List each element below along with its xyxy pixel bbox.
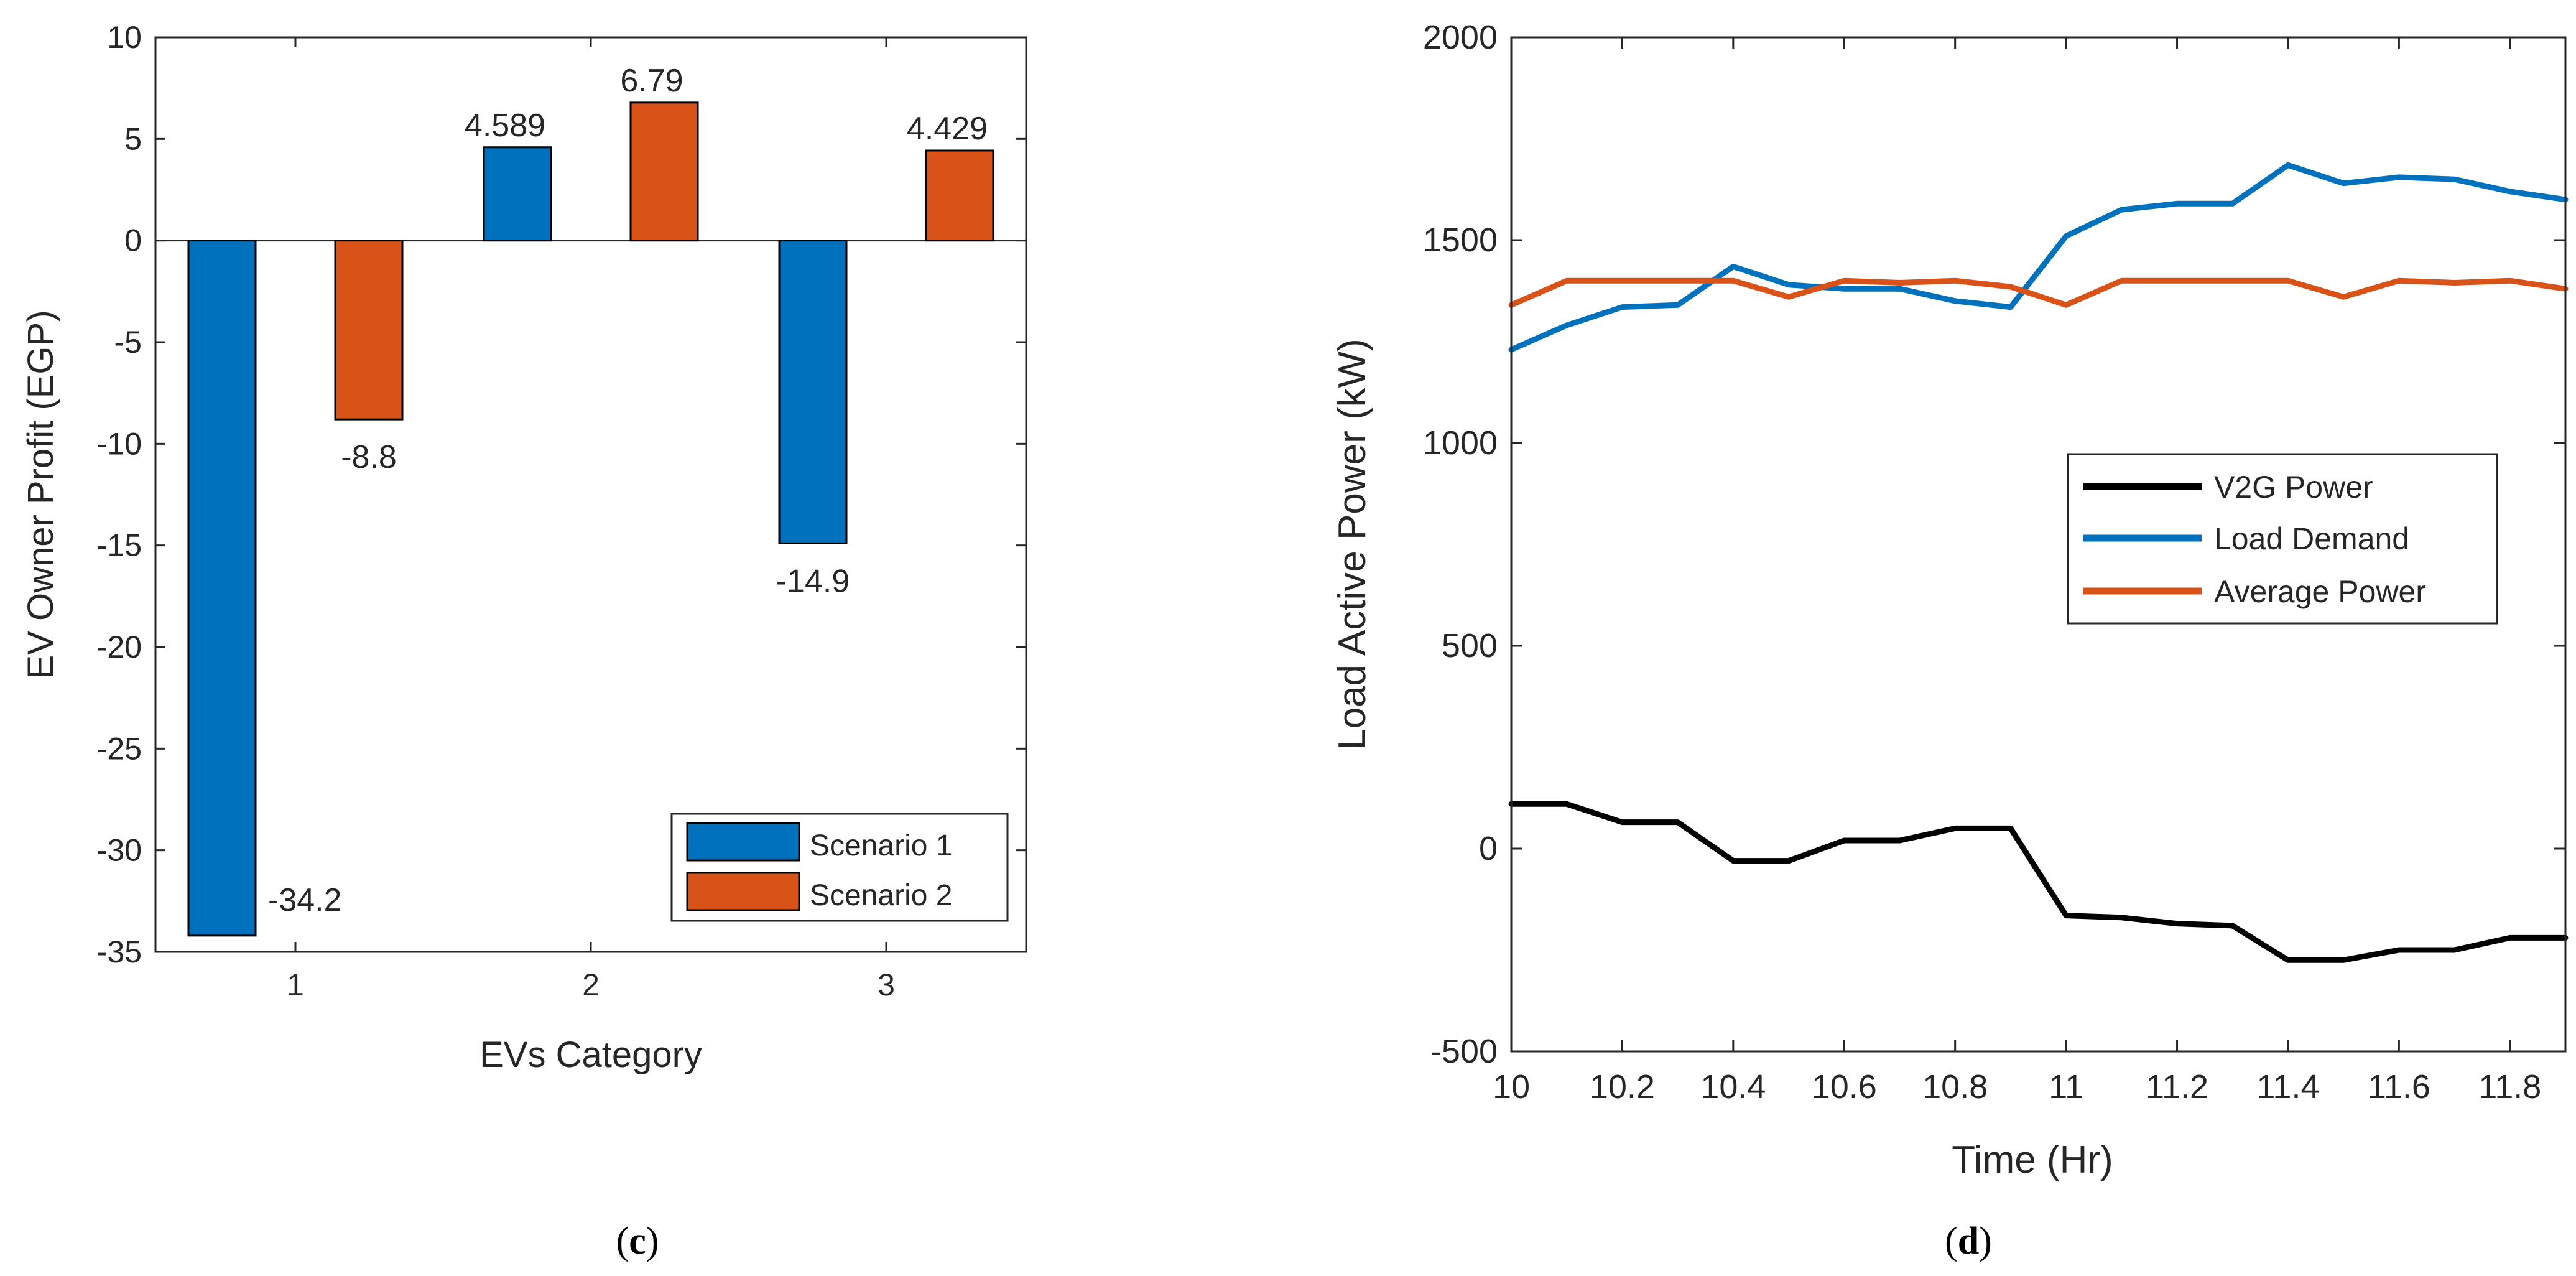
x-tick-label: 11.6	[2368, 1068, 2430, 1106]
bar-chart-x-ticks: 1 2 3	[287, 37, 895, 1002]
bar-chart-y-axis-label: EV Owner Profit (EGP)	[21, 310, 61, 679]
y-tick-label: -5	[114, 325, 142, 360]
data-label-scenario-2-category-3: 4.429	[907, 111, 988, 147]
y-tick-label: -35	[97, 934, 142, 969]
line-chart-series	[1508, 162, 2569, 963]
y-tick-label: 1000	[1423, 424, 1498, 462]
series-line-load-demand	[1508, 162, 2569, 353]
y-tick-label: -20	[97, 630, 142, 664]
series-line-v2g-power	[1508, 801, 2569, 963]
data-label-scenario-1-category-2: 4.589	[465, 108, 545, 144]
y-tick-label: -500	[1430, 1033, 1498, 1070]
x-tick-label: 11.2	[2146, 1068, 2208, 1106]
line-chart-axes-box	[1510, 36, 2567, 1053]
line-chart-y-ticks: 2000 1500 1000 500 0 -500	[1423, 19, 2565, 1070]
x-tick-label: 10	[1493, 1068, 1530, 1106]
legend-label-average-power: Average Power	[2214, 574, 2426, 609]
x-tick-label: 11.4	[2256, 1068, 2319, 1106]
legend-swatch-scenario-2	[686, 872, 800, 911]
data-label-scenario-1-category-3: -14.9	[776, 563, 850, 599]
x-tick-label: 11.8	[2478, 1068, 2541, 1106]
bar-chart-bars	[187, 101, 994, 937]
bar-chart-panel: -34.2 4.589 -14.9 -8.8 6.79 4.429 10 5 0 -5 -10 -1…	[21, 20, 1027, 1262]
bar-scenario-1-category-1	[187, 240, 257, 937]
x-tick-label: 1	[287, 967, 304, 1002]
line-chart-x-axis-label: Time (Hr)	[1952, 1139, 2113, 1181]
panel-letter-d: d	[1958, 1220, 1979, 1262]
y-tick-label: -10	[97, 426, 142, 461]
x-tick-label: 10.4	[1700, 1068, 1766, 1106]
line-chart-y-axis-label: Load Active Power (kW)	[1331, 338, 1374, 750]
bar-scenario-2-category-1	[334, 240, 404, 421]
legend-label-scenario-1: Scenario 1	[810, 829, 952, 862]
y-tick-label: 5	[124, 121, 142, 156]
y-tick-label: 500	[1442, 627, 1498, 664]
bar-chart-data-labels: -34.2 4.589 -14.9 -8.8 6.79 4.429	[268, 63, 988, 918]
y-tick-label: 0	[124, 223, 142, 258]
bar-scenario-2-category-3	[925, 149, 994, 242]
bar-chart-plot-area	[155, 37, 1026, 952]
panel-letter-c: c	[629, 1220, 646, 1262]
y-tick-label: -15	[97, 528, 142, 563]
y-tick-label: 0	[1479, 830, 1498, 867]
legend-label-scenario-2: Scenario 2	[810, 879, 952, 912]
y-tick-label: 2000	[1423, 19, 1498, 56]
panel-label-c: (c)	[616, 1220, 659, 1262]
y-tick-label: -30	[97, 833, 142, 868]
bar-scenario-2-category-2	[629, 101, 699, 242]
x-tick-label: 10.6	[1812, 1068, 1877, 1106]
data-label-scenario-2-category-2: 6.79	[620, 63, 683, 99]
data-label-scenario-2-category-1: -8.8	[341, 439, 397, 475]
bar-chart-legend: Scenario 1 Scenario 2	[670, 813, 1009, 922]
data-label-scenario-1-category-1: -34.2	[268, 882, 342, 918]
line-chart-x-ticks: 10 10.2 10.4 10.6 10.8 11 11.2 11.4 11.6 11.8	[1493, 37, 2541, 1106]
x-tick-label: 3	[878, 967, 895, 1002]
line-chart-legend: V2G Power Load Demand Average Power	[2067, 453, 2498, 625]
x-tick-label: 11	[2049, 1068, 2083, 1106]
x-tick-label: 2	[582, 967, 600, 1002]
bar-chart-x-axis-label: EVs Category	[480, 1035, 702, 1075]
x-tick-label: 10.2	[1590, 1068, 1655, 1106]
legend-swatch-scenario-1	[686, 822, 800, 862]
legend-label-load-demand: Load Demand	[2214, 521, 2409, 556]
bar-scenario-1-category-2	[483, 146, 552, 242]
series-line-average-power	[1508, 277, 2569, 308]
y-tick-label: 1500	[1423, 221, 1498, 259]
y-tick-label: -25	[97, 731, 142, 766]
y-tick-label: 10	[107, 20, 142, 55]
legend-label-v2g-power: V2G Power	[2214, 470, 2373, 505]
bar-scenario-1-category-3	[778, 240, 848, 544]
x-tick-label: 10.8	[1922, 1068, 1988, 1106]
panel-label-d: (d)	[1945, 1220, 1992, 1262]
bar-chart-y-ticks: 10 5 0 -5 -10 -15 -20 -25 -30 -35	[97, 20, 1026, 969]
